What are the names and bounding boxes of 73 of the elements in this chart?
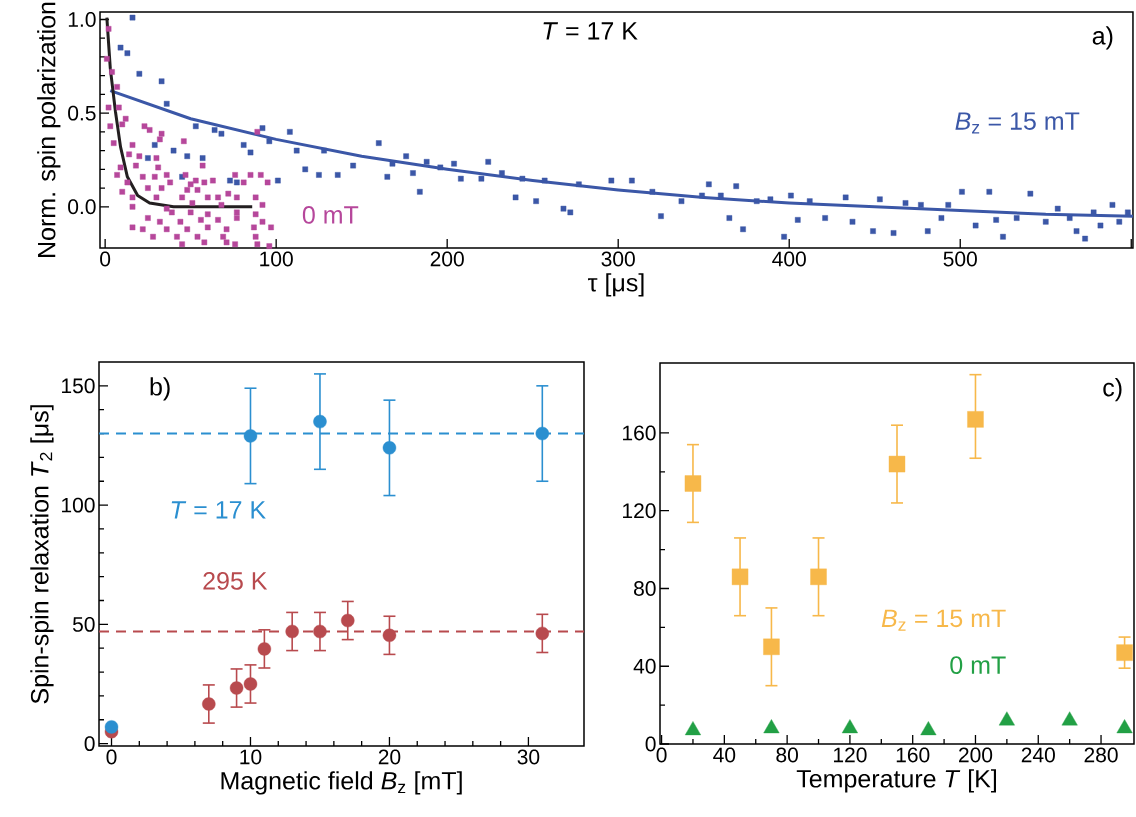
point: [920, 721, 937, 736]
annotation: T = 17 K: [543, 22, 638, 40]
y-tick-label: 100: [62, 497, 95, 513]
y-axis-title: Spin-spin relaxation T$_{2}$ [μs]: [30, 405, 54, 704]
x-tick-label: 30: [517, 749, 540, 765]
y-tick-label: 150: [62, 378, 95, 394]
point: [313, 414, 327, 429]
point: [229, 681, 244, 695]
x-axis-title: Temperature T [K]: [796, 769, 996, 793]
point: [382, 441, 397, 455]
x-tick-label: 10: [240, 749, 262, 765]
point: [684, 721, 701, 736]
point: [967, 411, 984, 428]
text: B$_{z}$ = 15 mT: [881, 609, 1006, 631]
point: [535, 426, 550, 441]
x-axis-title: Magnetic field B$_{z}$ [mT]: [221, 771, 462, 795]
point: [341, 613, 355, 628]
x-tick-label: 120: [834, 747, 867, 763]
series-label: 0 mT: [302, 206, 359, 224]
text: B$_{z}$ = 15 mT: [955, 112, 1080, 134]
x-tick-label: 300: [601, 251, 635, 267]
annotation: b): [150, 377, 170, 401]
point: [104, 720, 119, 734]
y-tick-label: 160: [623, 425, 656, 441]
point: [243, 429, 258, 443]
line-series: [105, 16, 254, 209]
y-tick-label: 1.0: [68, 12, 96, 27]
x-tick-label: 500: [943, 251, 977, 267]
point: [243, 677, 258, 691]
y-axis-title: Norm. spin polarization: [37, 2, 61, 257]
x-tick-label: 400: [772, 251, 806, 267]
point: [841, 719, 858, 734]
point: [998, 711, 1015, 726]
point: [763, 638, 780, 655]
y-tick-label: 40: [633, 658, 656, 674]
point: [202, 697, 216, 711]
point: [382, 628, 397, 643]
point: [257, 642, 272, 656]
y-tick-label: 0.0: [68, 199, 96, 215]
point: [684, 475, 702, 492]
text: T = 17 K: [171, 501, 266, 519]
point: [1061, 711, 1078, 726]
y-tick-label: 0: [84, 736, 95, 752]
x-tick-label: 0: [100, 251, 111, 267]
x-tick-label: 20: [378, 749, 401, 765]
point: [763, 719, 780, 734]
x-tick-label: 0: [106, 749, 117, 765]
series-label: 0 mT: [950, 656, 1006, 674]
y-tick-label: 0: [645, 736, 656, 752]
point: [888, 455, 906, 473]
y-tick-label: 80: [634, 581, 656, 596]
annotation: a): [1092, 26, 1113, 50]
y-tick-label: 50: [72, 616, 95, 632]
x-tick-label: 240: [1021, 747, 1055, 763]
x-tick-label: 280: [1084, 747, 1118, 763]
y-tick-label: 120: [623, 503, 656, 519]
x-tick-label: 200: [430, 251, 464, 267]
point: [1116, 644, 1133, 661]
series-label: 295 K: [203, 572, 268, 590]
point: [810, 568, 827, 586]
point: [285, 624, 299, 639]
x-tick-label: 200: [959, 747, 993, 763]
x-axis-title: τ [μs]: [588, 273, 644, 297]
point: [313, 624, 327, 639]
x-tick-label: 100: [260, 251, 293, 267]
y-tick-label: 0.5: [68, 105, 96, 121]
x-tick-label: 160: [896, 747, 930, 763]
x-tick-label: 40: [713, 747, 736, 763]
x-tick-label: 80: [776, 747, 798, 763]
point: [535, 626, 550, 641]
point: [731, 568, 749, 586]
annotation: c): [1103, 378, 1122, 402]
x-tick-label: 0: [656, 747, 667, 763]
